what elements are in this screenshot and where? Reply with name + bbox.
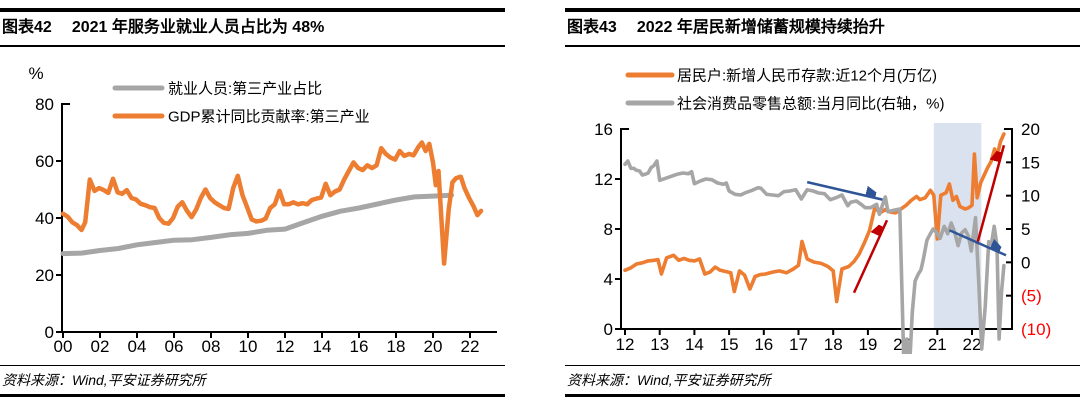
x-axis-label: 06 — [165, 337, 184, 356]
right-y-axis-label: 10 — [1021, 187, 1040, 206]
x-axis-label: 02 — [91, 337, 110, 356]
x-axis-label: 20 — [424, 337, 443, 356]
left-y-axis-label: 4 — [604, 270, 613, 289]
x-axis-label: 18 — [387, 337, 406, 356]
figure-title-text: 2021 年服务业就业人员占比为 48% — [71, 19, 325, 36]
x-axis-label: 17 — [789, 335, 808, 354]
employment-share-chart: 就业人员:第三产业占比 GDP累计同比贡献率:第三产业 0 20 40 60 80% 00 02… — [28, 64, 497, 356]
x-axis-label: 14 — [685, 335, 704, 354]
annotation-arrow — [852, 219, 889, 294]
legend-label: GDP累计同比贡献率:第三产业 — [168, 108, 370, 126]
figure-title-text: 2022 年居民新增储蓄规模持续抬升 — [636, 19, 885, 36]
retail-sales-yoy-line — [623, 159, 1006, 354]
x-axis-label: 10 — [239, 337, 258, 356]
right-y-axis-label: (10) — [1021, 320, 1051, 339]
legend-label: 社会消费品零售总额:当月同比(右轴，%) — [677, 96, 945, 113]
x-axis-label: 16 — [754, 335, 773, 354]
x-axis-label: 04 — [128, 337, 147, 356]
x-axis-label: 14 — [313, 337, 332, 356]
x-axis-label: 16 — [350, 337, 369, 356]
figure-number: 图表42 — [2, 19, 52, 36]
axis-lines — [620, 128, 1013, 330]
x-axis-label: 12 — [616, 335, 635, 354]
source-note: 资料来源：Wind,平安证券研究所 — [565, 365, 1080, 397]
x-axis-label: 00 — [54, 337, 73, 356]
savings-retail-chart: 居民户:新增人民币存款:近12个月(万亿) 社会消费品零售总额:当月同比(右轴，%… — [594, 68, 1051, 354]
gdp-contribution-line — [60, 140, 484, 266]
left-y-axis-label: 0 — [604, 320, 613, 339]
axis-lines — [61, 103, 497, 333]
x-axis-label: 22 — [963, 335, 982, 354]
x-axis-label: 08 — [202, 337, 221, 356]
y-axis-label: 20 — [35, 266, 54, 285]
chart-title: 图表42 2021 年服务业就业人员占比为 48% — [0, 12, 505, 47]
source-note: 资料来源：Wind,平安证券研究所 — [0, 365, 505, 397]
figure-number: 图表43 — [567, 19, 617, 36]
chart-panel-employment: 图表42 2021 年服务业就业人员占比为 48% 就业人员:第三产业占比 GDP累… — [0, 8, 505, 397]
y-axis-label: 80 — [35, 95, 54, 114]
right-y-axis-label: (5) — [1021, 287, 1042, 306]
panel-frame: 图表43 2022 年居民新增储蓄规模持续抬升 居民户:新增人民币存款:近12个月… — [565, 8, 1080, 397]
x-axis-label: 18 — [824, 335, 843, 354]
chart-panel-savings: 图表43 2022 年居民新增储蓄规模持续抬升 居民户:新增人民币存款:近12个月… — [565, 8, 1080, 397]
y-axis-unit-label: % — [28, 64, 43, 83]
y-axis-label: 0 — [45, 323, 54, 342]
annotation-arrow — [975, 144, 1006, 245]
x-axis-label: 15 — [720, 335, 739, 354]
y-axis-label: 40 — [35, 209, 54, 228]
x-axis-label: 22 — [461, 337, 480, 356]
legend-label: 居民户:新增人民币存款:近12个月(万亿) — [677, 68, 937, 85]
new-deposits-line — [623, 132, 1006, 304]
left-y-axis-label: 12 — [594, 170, 613, 189]
left-y-axis-label: 16 — [594, 120, 613, 139]
x-axis-label: 19 — [858, 335, 877, 354]
annotation-arrow — [806, 180, 883, 201]
employment-share-line — [60, 192, 454, 257]
x-axis-label: 12 — [276, 337, 295, 356]
panel-frame: 图表42 2021 年服务业就业人员占比为 48% 就业人员:第三产业占比 GDP累… — [0, 8, 505, 397]
x-axis-label: 21 — [928, 335, 947, 354]
legend-label: 就业人员:第三产业占比 — [168, 80, 322, 98]
right-y-axis-label: 5 — [1021, 220, 1030, 239]
right-y-axis-label: 15 — [1021, 153, 1040, 172]
right-y-axis-label: 20 — [1021, 120, 1040, 139]
right-y-axis-label: 0 — [1021, 253, 1030, 272]
y-axis-label: 60 — [35, 152, 54, 171]
x-axis-label: 13 — [650, 335, 669, 354]
annotation-arrow — [948, 229, 1007, 257]
chart-title: 图表43 2022 年居民新增储蓄规模持续抬升 — [565, 12, 1080, 47]
left-y-axis-label: 8 — [604, 220, 613, 239]
